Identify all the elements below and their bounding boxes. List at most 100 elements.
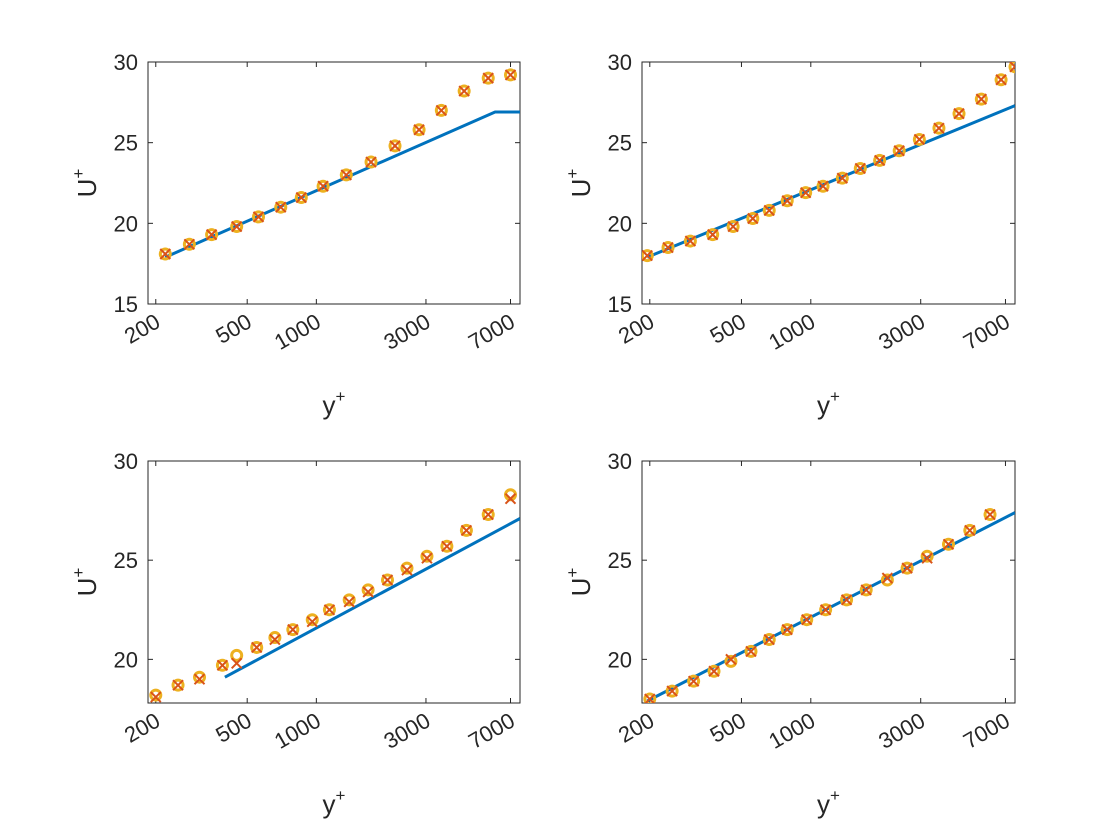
x-marker xyxy=(662,241,674,254)
circle-marker xyxy=(873,153,887,167)
fit-line xyxy=(224,517,520,679)
x-marker xyxy=(252,211,265,223)
circle-marker xyxy=(800,613,814,627)
circle-marker xyxy=(920,549,934,563)
x-marker xyxy=(1009,62,1015,73)
circle-marker xyxy=(294,191,308,205)
circle-marker xyxy=(481,508,495,522)
x-marker xyxy=(460,524,473,537)
x-tick-label: 3000 xyxy=(874,309,929,355)
x-tick-label: 7000 xyxy=(464,309,519,355)
circle-marker xyxy=(400,561,414,575)
x-marker xyxy=(230,657,243,670)
fit-line xyxy=(646,104,1015,259)
x-marker xyxy=(799,186,812,199)
x-tick-label: 500 xyxy=(706,708,750,748)
circle-marker xyxy=(859,583,873,597)
x-marker xyxy=(901,562,913,574)
x-axis-label-sup: + xyxy=(830,786,840,805)
x-marker xyxy=(854,162,866,175)
circle-marker xyxy=(880,573,894,587)
circle-marker xyxy=(171,678,185,692)
x-tick-label: 1000 xyxy=(764,309,819,355)
x-marker xyxy=(269,633,281,646)
circle-marker xyxy=(364,155,378,169)
circle-marker xyxy=(661,241,675,255)
y-axis-label-base: U xyxy=(566,179,596,198)
x-marker xyxy=(781,623,793,636)
x-marker xyxy=(984,508,996,521)
x-marker xyxy=(644,693,656,703)
plot-area xyxy=(643,508,1015,703)
x-marker xyxy=(684,235,697,247)
circle-marker xyxy=(643,692,657,703)
circle-marker xyxy=(952,107,966,121)
x-axis-label-sup: + xyxy=(830,387,840,406)
x-marker xyxy=(250,641,263,654)
x-marker xyxy=(287,623,299,636)
x-marker xyxy=(975,93,988,105)
circle-marker xyxy=(230,648,244,662)
circle-marker xyxy=(149,688,163,702)
x-marker xyxy=(763,633,775,646)
x-axis-label-base: y xyxy=(817,390,830,420)
circle-marker xyxy=(339,168,353,182)
circle-marker xyxy=(780,623,794,637)
x-axis-label-base: y xyxy=(817,789,830,819)
x-marker xyxy=(159,248,171,260)
x-tick-label: 200 xyxy=(614,708,658,748)
x-marker xyxy=(725,653,737,666)
y-tick-label: 20 xyxy=(608,211,632,236)
circle-marker xyxy=(361,583,375,597)
x-marker xyxy=(706,228,719,241)
x-marker xyxy=(435,104,448,117)
circle-marker xyxy=(215,658,229,672)
y-tick-label: 25 xyxy=(114,131,138,156)
y-axis-label-sup: + xyxy=(563,568,582,578)
y-tick-label: 20 xyxy=(114,647,138,672)
circle-marker xyxy=(762,633,776,647)
x-marker xyxy=(819,604,832,616)
x-marker xyxy=(913,133,926,146)
circle-marker xyxy=(182,237,196,251)
x-tick-label: 1000 xyxy=(270,708,325,754)
x-marker xyxy=(504,69,517,81)
x-marker xyxy=(306,615,318,628)
y-axis-label-sup: + xyxy=(563,169,582,179)
x-marker xyxy=(401,564,413,576)
circle-marker xyxy=(780,194,794,208)
x-marker xyxy=(727,220,739,233)
x-marker xyxy=(953,107,965,120)
circle-marker xyxy=(342,593,356,607)
circle-marker xyxy=(892,144,906,158)
x-marker xyxy=(893,145,905,157)
y-axis-label-base: U xyxy=(72,578,102,597)
x-axis-label: y+ xyxy=(323,786,346,819)
x-tick-label: 3000 xyxy=(380,309,435,355)
circle-marker xyxy=(744,644,758,658)
circle-marker xyxy=(420,549,434,563)
x-tick-label: 7000 xyxy=(959,309,1014,355)
x-marker xyxy=(817,180,829,192)
circle-marker xyxy=(840,593,854,607)
x-marker xyxy=(642,249,653,262)
circle-marker xyxy=(268,631,282,645)
y-axis-label: U+ xyxy=(563,169,596,198)
x-marker xyxy=(205,228,218,241)
circle-marker xyxy=(687,674,701,688)
x-marker xyxy=(458,85,470,97)
circle-marker xyxy=(912,132,926,146)
x-marker xyxy=(801,613,813,626)
plot-area xyxy=(158,68,520,261)
y-tick-label: 25 xyxy=(608,131,632,156)
circle-marker xyxy=(193,670,207,684)
x-axis-label-sup: + xyxy=(336,786,346,805)
axes-box xyxy=(641,460,1016,704)
axes-box xyxy=(147,460,521,704)
x-tick-label: 3000 xyxy=(380,708,435,754)
circle-marker xyxy=(974,92,988,106)
y-tick-label: 20 xyxy=(114,211,138,236)
circle-marker xyxy=(434,103,448,117)
